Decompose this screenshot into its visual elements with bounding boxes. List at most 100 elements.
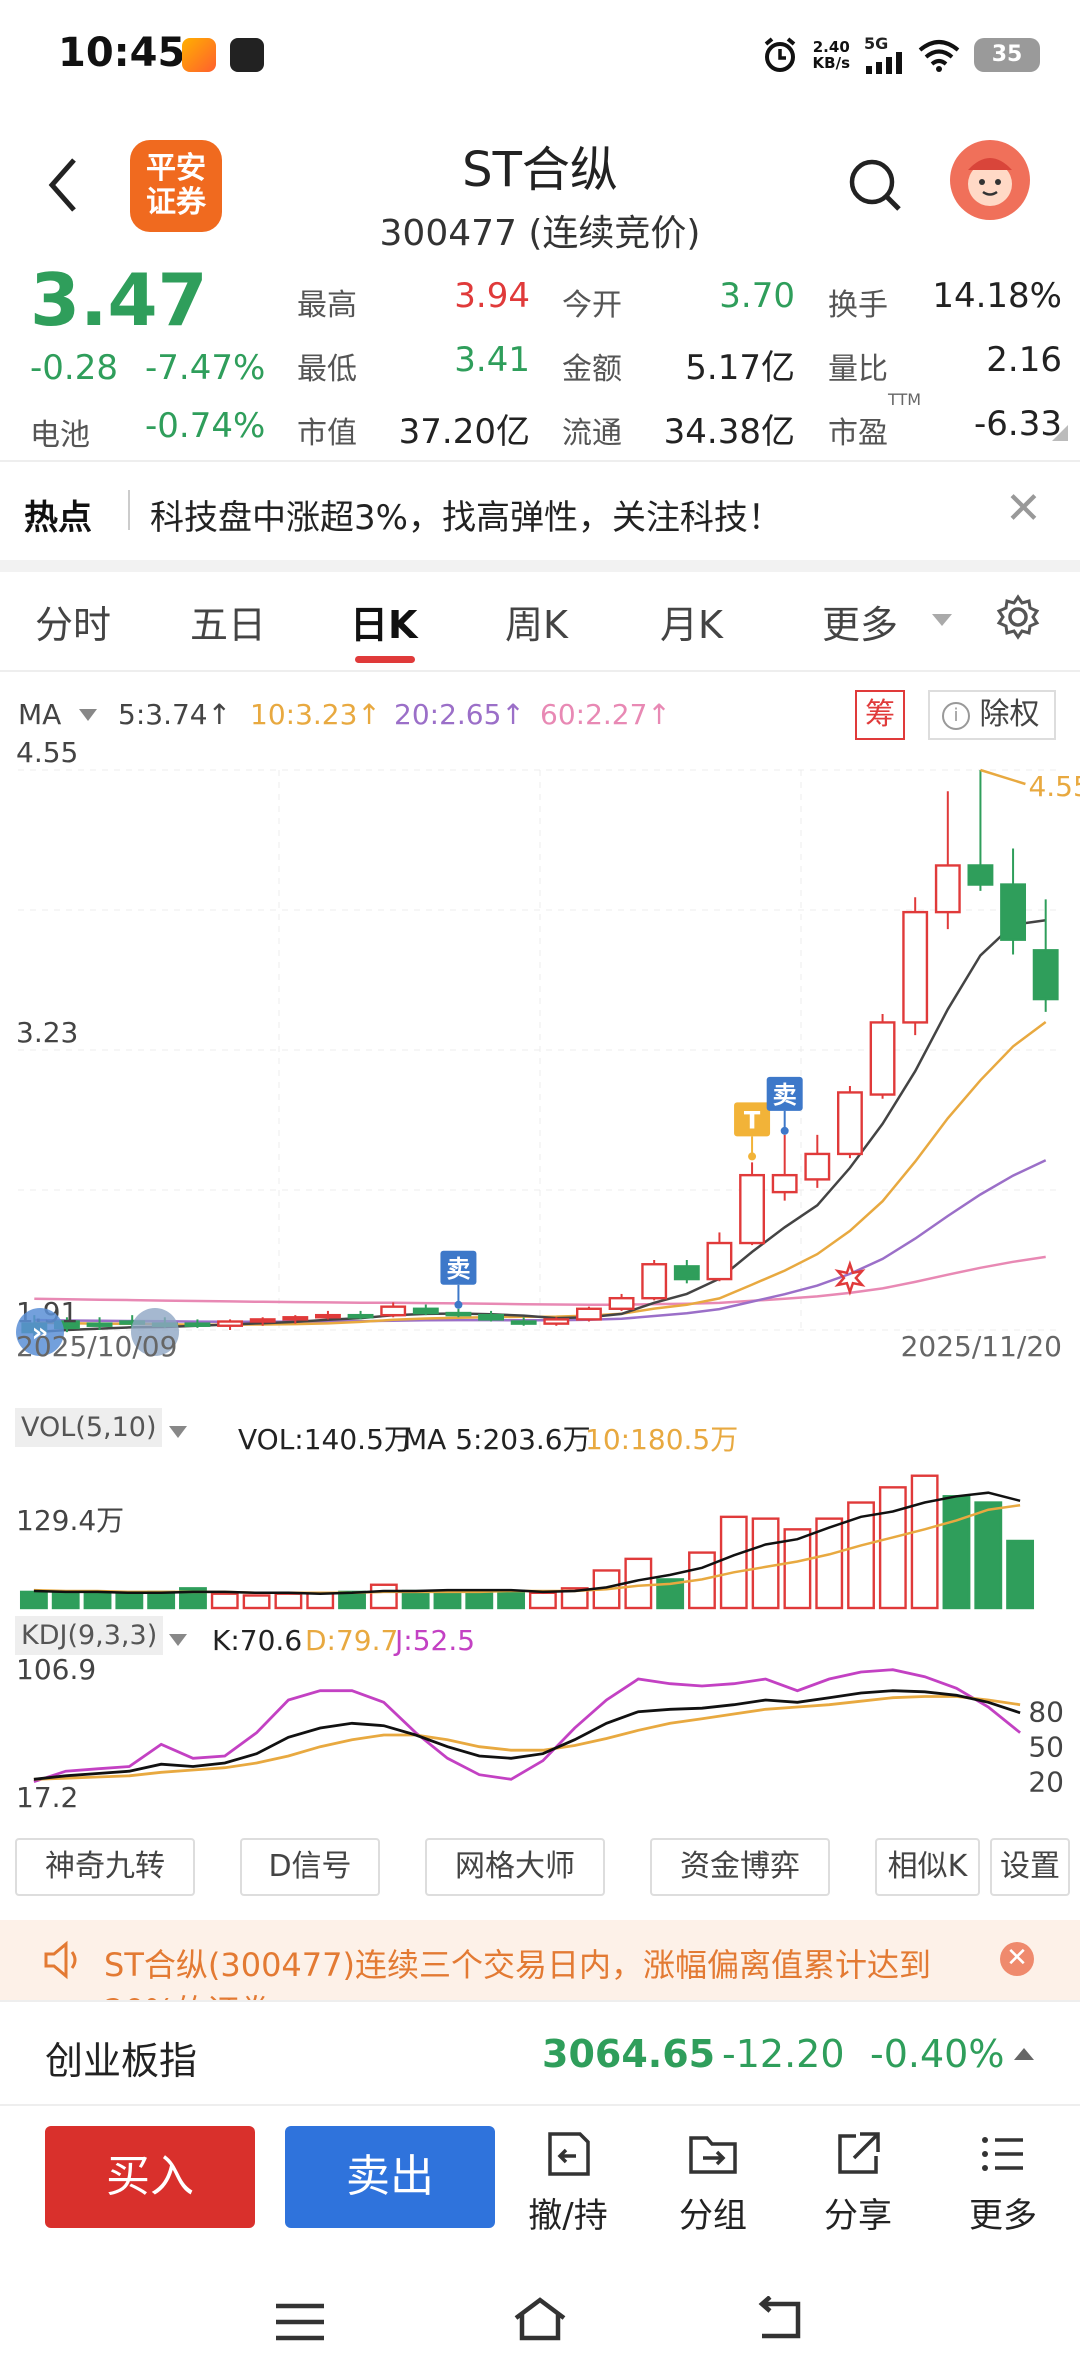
back-button[interactable] (40, 150, 90, 220)
chevron-down-icon[interactable] (930, 612, 954, 628)
tab-intraday[interactable]: 分时 (35, 603, 112, 647)
folder-icon (689, 2136, 737, 2174)
tool-d-signal-button[interactable]: D信号 (240, 1838, 380, 1896)
info-icon: i (942, 701, 970, 730)
volume-bar (751, 1517, 780, 1610)
index-value: 3064.65 (542, 2032, 716, 2076)
nav-menu-icon[interactable] (272, 2300, 328, 2344)
close-icon[interactable]: ✕ (1005, 483, 1042, 534)
risk-warning-bar[interactable]: ST合纵(300477)连续三个交易日内，涨幅偏离值累计达到20%的证券 ✕ (0, 1920, 1080, 2000)
net-speed-unit: KB/s (812, 54, 850, 72)
alarm-icon (764, 37, 795, 72)
speaker-icon (44, 1940, 77, 1980)
tab-five-day[interactable]: 五日 (190, 603, 267, 647)
quote-value: 3.41 (454, 340, 530, 380)
tab-monthly-k[interactable]: 月K (660, 603, 723, 647)
kdj-indicator-name: KDJ(9,3,3) (15, 1616, 164, 1655)
ma-label[interactable]: MA (18, 698, 62, 731)
tab-more[interactable]: 更多 (822, 603, 899, 647)
vol-dropdown-icon (168, 1425, 187, 1438)
sell-button[interactable]: 卖出 (285, 2126, 495, 2228)
candle (86, 1317, 113, 1330)
ma-dropdown-icon[interactable] (78, 708, 98, 722)
cancel-hold-button[interactable]: 撤/持 (513, 2126, 623, 2236)
candle-body (902, 910, 929, 1024)
caret-up-icon[interactable] (1014, 2048, 1034, 2060)
ex-rights-label: 除权 (979, 697, 1040, 732)
tab-weekly-k[interactable]: 周K (505, 603, 568, 647)
tool-settings-button[interactable]: 设置 (990, 1838, 1070, 1896)
ma-legend: MA 5:3.74↑ 10:3.23↑ 20:2.65↑ 60:2.27↑ (0, 690, 1080, 740)
more-button[interactable]: 更多 (948, 2126, 1058, 2236)
index-ticker-bar[interactable]: 创业板指 3064.65 -12.20 -0.40% (0, 2000, 1080, 2106)
ma60-line (34, 1255, 1046, 1306)
ma10-value: 10:3.23↑ (250, 698, 381, 731)
candle (282, 1315, 309, 1324)
candle (771, 1134, 798, 1201)
tab-daily-k[interactable]: 日K (350, 603, 418, 647)
sell-signal: 卖 (766, 1076, 803, 1135)
candle-body (543, 1318, 570, 1325)
avatar[interactable] (950, 140, 1030, 220)
battery-indicator: 35 (974, 38, 1040, 72)
hot-topic-bar[interactable]: 热点 科技盘中涨超3%，找高弹性，关注科技！ ✕ (0, 460, 1080, 560)
kdj-j-line (33, 1668, 1021, 1784)
candle (967, 770, 994, 891)
gear-icon[interactable] (993, 592, 1043, 642)
quote-label: 最高 (297, 288, 357, 323)
search-icon[interactable] (845, 155, 905, 215)
tool-similar-k-button[interactable]: 相似K (875, 1838, 980, 1896)
nav-back-icon[interactable] (752, 2296, 808, 2344)
candle (673, 1260, 700, 1284)
tool-capital-game-button[interactable]: 资金博弈 (650, 1838, 830, 1896)
group-button[interactable]: 分组 (658, 2126, 768, 2236)
quote-label: 市盈 (828, 416, 888, 451)
volume-bar (497, 1589, 526, 1610)
candle-body (967, 864, 994, 886)
hot-divider (128, 490, 130, 530)
tool-grid-master-button[interactable]: 网格大师 (425, 1838, 605, 1896)
candle (1032, 899, 1059, 1012)
candle (575, 1306, 602, 1322)
volume-bar (465, 1591, 494, 1610)
sell-signal: 卖 (440, 1250, 477, 1309)
share-button[interactable]: 分享 (803, 2126, 913, 2236)
volume-bar (719, 1515, 748, 1610)
vol-indicator-selector[interactable]: VOL(5,10) (15, 1408, 225, 1454)
buy-button[interactable]: 买入 (45, 2126, 255, 2228)
broker-logo-line1: 平安 (146, 151, 206, 186)
y-tick-label: 3.23 (16, 1016, 78, 1049)
candle-body (184, 1322, 211, 1327)
kdj-d-value: D:79.7 (305, 1624, 399, 1657)
candle (249, 1317, 276, 1326)
volume-bar (19, 1590, 48, 1610)
cellular-signal: 5G (864, 36, 904, 74)
status-icons: 2.40 KB/s 5G 35 (761, 36, 1040, 74)
candle-body (934, 864, 961, 914)
ex-rights-button[interactable]: i 除权 (928, 690, 1056, 740)
signal-badge (440, 1250, 477, 1285)
signal-bars-icon (866, 52, 902, 74)
volume-bar (433, 1590, 462, 1610)
kdj-y-top-label: 106.9 (16, 1655, 96, 1686)
volume-bar (242, 1594, 271, 1610)
candle (380, 1302, 407, 1318)
kdj-indicator-selector[interactable]: KDJ(9,3,3) (15, 1616, 205, 1662)
volume-chart[interactable]: 129.4万 (0, 1460, 1080, 1610)
quote-value: 14.18% (932, 276, 1062, 316)
chip-distribution-button[interactable]: 筹 (855, 690, 905, 740)
close-icon[interactable]: ✕ (1000, 1942, 1034, 1976)
signal-text: 卖 (773, 1081, 797, 1109)
signal-dot (454, 1300, 463, 1309)
scroll-left-glyph: » (32, 1318, 49, 1348)
share-label: 分享 (824, 2196, 892, 2236)
tool-magic-nine-button[interactable]: 神奇九转 (15, 1838, 195, 1896)
volume-bar (369, 1583, 398, 1610)
ma20-line (34, 1159, 1047, 1323)
kdj-k-value: K:70.6 (212, 1624, 303, 1657)
sector-label[interactable]: 电池 (30, 418, 90, 453)
nav-home-icon[interactable] (510, 2294, 570, 2344)
alipay-notification-icon (230, 38, 264, 72)
